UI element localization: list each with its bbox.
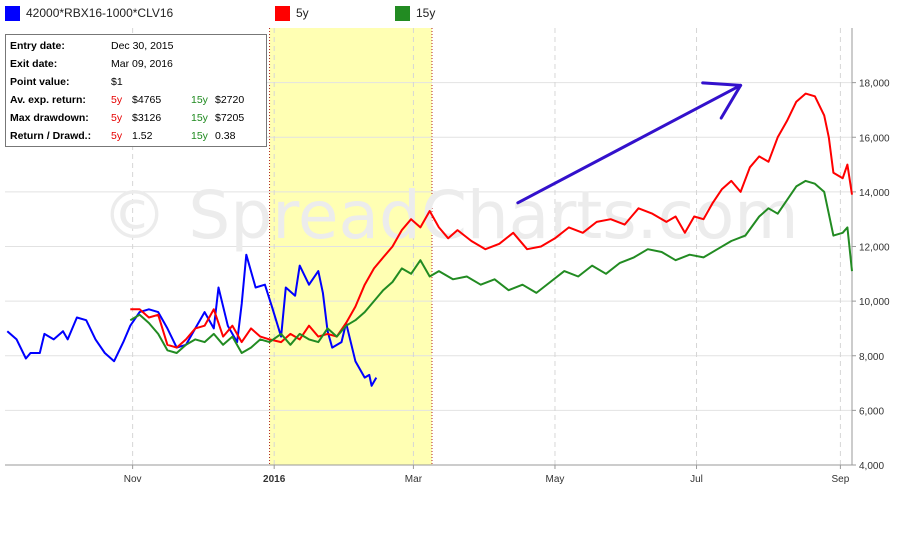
- info-panel: Entry date: Dec 30, 2015 Exit date: Mar …: [5, 34, 267, 147]
- avg-return-row: Av. exp. return: 5y $4765 15y $2720: [10, 91, 244, 109]
- exit-date-value: Mar 09, 2016: [111, 58, 173, 70]
- return-drawdown-15y-value: 0.38: [215, 130, 236, 142]
- watermark: © SpreadCharts.com: [101, 177, 798, 254]
- y-tick-label: 6,000: [859, 406, 884, 417]
- x-tick-label: Jul: [690, 474, 703, 485]
- max-drawdown-15y-value: $7205: [215, 112, 245, 124]
- legend-label-5y: 5y: [296, 6, 309, 20]
- annotation-arrow-head: [701, 81, 743, 120]
- avg-return-15y-tag: 15y: [191, 94, 208, 106]
- max-drawdown-5y-tag: 5y: [111, 112, 123, 124]
- series-line-15y: [129, 179, 853, 354]
- point-value-label: Point value:: [10, 76, 70, 88]
- exit-date-row: Exit date: Mar 09, 2016: [10, 55, 244, 73]
- x-tick-label: Nov: [124, 474, 142, 485]
- entry-date-label: Entry date:: [10, 40, 65, 52]
- return-drawdown-15y-tag: 15y: [191, 130, 208, 142]
- entry-date-row: Entry date: Dec 30, 2015: [10, 37, 244, 55]
- max-drawdown-15y-tag: 15y: [191, 112, 208, 124]
- max-drawdown-5y-value: $3126: [132, 112, 162, 124]
- legend-item-5y[interactable]: 5y: [275, 5, 309, 21]
- entry-date-value: Dec 30, 2015: [111, 40, 174, 52]
- y-tick-label: 10,000: [859, 297, 890, 308]
- avg-return-5y-value: $4765: [132, 94, 162, 106]
- legend-item-15y[interactable]: 15y: [395, 5, 435, 21]
- x-tick-label: 2016: [263, 474, 286, 485]
- point-value-value: $1: [111, 76, 123, 88]
- 5y-swatch: [275, 5, 290, 21]
- series-line-5y: [130, 92, 853, 349]
- annotation-arrow-shaft: [516, 83, 743, 205]
- y-tick-label: 12,000: [859, 243, 890, 254]
- series-line-spread: [6, 253, 378, 387]
- return-drawdown-row: Return / Drawd.: 5y 1.52 15y 0.38: [10, 127, 244, 145]
- y-tick-label: 16,000: [859, 133, 890, 144]
- x-tick-label: Sep: [831, 474, 849, 485]
- max-drawdown-row: Max drawdown: 5y $3126 15y $7205: [10, 109, 244, 127]
- 15y-swatch: [395, 5, 410, 21]
- x-tick-label: May: [546, 474, 565, 485]
- max-drawdown-label: Max drawdown:: [10, 112, 89, 124]
- y-tick-label: 4,000: [859, 461, 884, 472]
- avg-return-15y-value: $2720: [215, 94, 245, 106]
- legend-label-series1: 42000*RBX16-1000*CLV16: [26, 6, 174, 20]
- point-value-row: Point value: $1: [10, 73, 244, 91]
- avg-return-5y-tag: 5y: [111, 94, 123, 106]
- return-drawdown-5y-value: 1.52: [132, 130, 153, 142]
- y-tick-label: 8,000: [859, 352, 884, 363]
- legend-label-15y: 15y: [416, 6, 436, 20]
- legend-item-series1[interactable]: 42000*RBX16-1000*CLV16: [5, 5, 173, 21]
- return-drawdown-label: Return / Drawd.:: [10, 130, 92, 142]
- return-drawdown-5y-tag: 5y: [111, 130, 123, 142]
- exit-date-label: Exit date:: [10, 58, 58, 70]
- y-tick-label: 14,000: [859, 188, 890, 199]
- series1-swatch: [5, 5, 20, 21]
- y-tick-label: 18,000: [859, 79, 890, 90]
- x-tick-label: Mar: [405, 474, 423, 485]
- avg-return-label: Av. exp. return:: [10, 94, 86, 106]
